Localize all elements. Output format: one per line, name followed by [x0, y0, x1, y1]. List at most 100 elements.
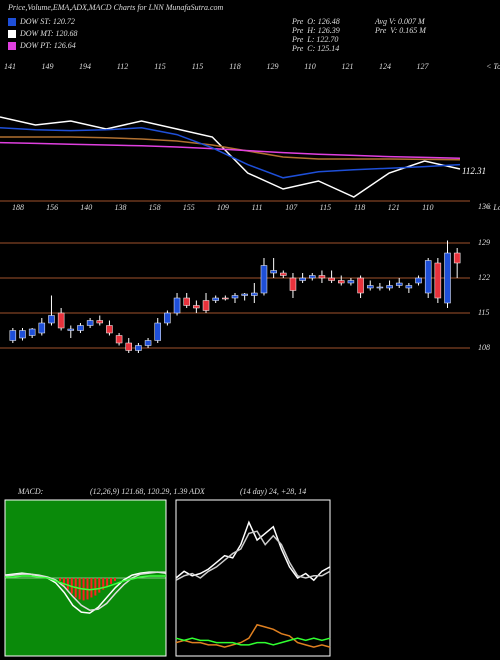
candle-body	[77, 325, 84, 331]
info-label: Pre V: 0.165 M	[374, 26, 427, 35]
candle-body	[270, 270, 277, 274]
candle-body	[405, 285, 413, 289]
corner-label: < Tops	[486, 62, 500, 71]
candle-body	[9, 330, 17, 341]
top-label: 127	[417, 62, 430, 71]
panel-subtitle: (12,26,9) 121.68, 120.29, 1.39 ADX	[90, 487, 206, 496]
top-label: 129	[267, 62, 279, 71]
top-label: 107	[285, 203, 298, 212]
candle-body	[48, 315, 55, 324]
series-line	[175, 520, 331, 582]
series-line	[175, 623, 331, 648]
info-label: Pre L: 122.70	[291, 35, 338, 44]
annotation: 136	[478, 202, 490, 211]
y-tick-label: 129	[478, 238, 490, 247]
top-label: 138	[114, 203, 126, 212]
candle-body	[115, 335, 123, 344]
candle-body	[280, 272, 287, 276]
legend-swatch	[8, 42, 16, 50]
candle-body	[251, 292, 258, 296]
candle-body	[125, 342, 132, 351]
series-line	[0, 136, 461, 161]
legend-label: DOW PT: 126.64	[19, 41, 76, 50]
series-line	[4, 571, 166, 611]
candle-body	[328, 277, 335, 281]
top-label: 112	[117, 62, 128, 71]
candle-body	[347, 280, 355, 284]
candle-body	[164, 312, 171, 324]
top-label: 156	[46, 203, 58, 212]
top-label: 110	[422, 203, 433, 212]
top-label: 194	[79, 62, 91, 71]
top-label: 110	[304, 62, 315, 71]
series-line	[5, 575, 166, 591]
candle-body	[415, 277, 422, 284]
legend-swatch	[8, 18, 16, 26]
candle-body	[173, 297, 181, 314]
candle-body	[144, 340, 152, 346]
top-label: 158	[149, 203, 161, 212]
legend-swatch	[8, 30, 16, 38]
candle-body	[28, 328, 36, 336]
candle-body	[38, 322, 46, 334]
candle-body	[260, 265, 268, 294]
candle-body	[318, 275, 326, 279]
info-label: Pre O: 126.48	[291, 17, 340, 26]
top-label: 115	[154, 62, 165, 71]
series-line	[0, 116, 461, 198]
legend-label: DOW ST: 120.72	[19, 17, 75, 26]
y-tick-label: 115	[478, 308, 489, 317]
candle-body	[222, 297, 229, 300]
panel-title: MACD:	[17, 487, 44, 496]
y-tick-label: 108	[478, 343, 490, 352]
panel-title: (14 day) 24, +28, 14	[240, 487, 306, 496]
candle-body	[241, 293, 248, 296]
info-label: Pre C: 125.14	[291, 44, 339, 53]
top-label: 149	[42, 62, 54, 71]
corner-label: < Lows	[486, 203, 500, 212]
top-label: 124	[379, 62, 391, 71]
candle-body	[183, 297, 190, 306]
candle-body	[96, 320, 104, 324]
candle-body	[57, 312, 65, 329]
candle-body	[444, 252, 451, 304]
legend-label: DOW MT: 120.68	[19, 29, 78, 38]
candle-body	[202, 300, 210, 311]
top-label: 140	[80, 203, 92, 212]
candle-body	[453, 252, 461, 264]
candle-body	[19, 330, 26, 339]
series-line	[175, 530, 331, 581]
series-line	[175, 637, 331, 646]
top-label: 155	[183, 203, 195, 212]
candle-body	[338, 280, 345, 284]
candle-body	[386, 285, 393, 289]
top-label: 115	[192, 62, 203, 71]
info-label: Avg V: 0.007 M	[374, 17, 426, 26]
annotation: 112.31	[462, 166, 486, 176]
candle-body	[135, 345, 142, 351]
top-label: 115	[320, 203, 331, 212]
candle-body	[309, 275, 316, 279]
top-label: 188	[12, 203, 24, 212]
top-label: 141	[4, 62, 16, 71]
candle-body	[106, 325, 113, 334]
candle-body	[299, 277, 306, 281]
candle-body	[289, 277, 297, 291]
series-line	[0, 141, 461, 159]
candle-body	[212, 297, 219, 301]
page-title: Price,Volume,EMA,ADX,MACD Charts for LNN…	[7, 3, 224, 12]
top-label: 111	[252, 203, 263, 212]
candle-body	[424, 260, 432, 294]
top-label: 121	[388, 203, 400, 212]
candle-body	[434, 262, 442, 299]
candle-body	[376, 286, 384, 289]
candle-body	[67, 328, 75, 331]
top-label: 109	[217, 203, 229, 212]
candle-body	[357, 277, 364, 294]
top-label: 118	[229, 62, 240, 71]
candle-body	[86, 320, 94, 326]
candle-body	[395, 282, 403, 286]
candle-body	[366, 285, 374, 289]
candle-body	[154, 322, 161, 341]
